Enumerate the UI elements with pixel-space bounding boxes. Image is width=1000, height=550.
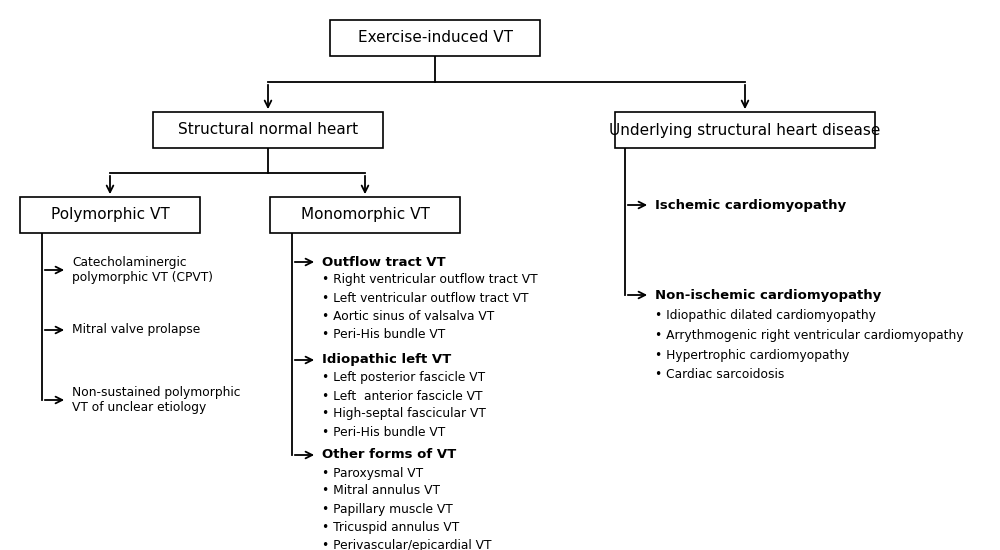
Text: Other forms of VT: Other forms of VT — [322, 448, 456, 461]
Text: Polymorphic VT: Polymorphic VT — [51, 207, 169, 223]
Text: • Left  anterior fascicle VT: • Left anterior fascicle VT — [322, 389, 482, 403]
Text: Mitral valve prolapse: Mitral valve prolapse — [72, 323, 200, 337]
Text: • Right ventricular outflow tract VT: • Right ventricular outflow tract VT — [322, 273, 538, 287]
Text: • Mitral annulus VT: • Mitral annulus VT — [322, 485, 440, 498]
Text: • Peri-His bundle VT: • Peri-His bundle VT — [322, 327, 445, 340]
Text: Exercise-induced VT: Exercise-induced VT — [358, 30, 512, 46]
FancyBboxPatch shape — [20, 197, 200, 233]
Text: • High-septal fascicular VT: • High-septal fascicular VT — [322, 408, 486, 421]
Text: • Tricuspid annulus VT: • Tricuspid annulus VT — [322, 520, 459, 534]
Text: • Idiopathic dilated cardiomyopathy: • Idiopathic dilated cardiomyopathy — [655, 309, 876, 322]
Text: • Hypertrophic cardiomyopathy: • Hypertrophic cardiomyopathy — [655, 349, 849, 361]
FancyBboxPatch shape — [153, 112, 383, 148]
Text: • Left posterior fascicle VT: • Left posterior fascicle VT — [322, 371, 485, 384]
Text: • Peri-His bundle VT: • Peri-His bundle VT — [322, 426, 445, 438]
Text: Non-ischemic cardiomyopathy: Non-ischemic cardiomyopathy — [655, 289, 881, 301]
FancyBboxPatch shape — [330, 20, 540, 56]
Text: Non-sustained polymorphic
VT of unclear etiology: Non-sustained polymorphic VT of unclear … — [72, 386, 240, 414]
Text: Structural normal heart: Structural normal heart — [178, 123, 358, 138]
Text: • Paroxysmal VT: • Paroxysmal VT — [322, 466, 423, 480]
Text: • Cardiac sarcoidosis: • Cardiac sarcoidosis — [655, 368, 784, 382]
Text: Catecholaminergic
polymorphic VT (CPVT): Catecholaminergic polymorphic VT (CPVT) — [72, 256, 213, 284]
Text: • Arrythmogenic right ventricular cardiomyopathy: • Arrythmogenic right ventricular cardio… — [655, 328, 964, 342]
Text: • Papillary muscle VT: • Papillary muscle VT — [322, 503, 453, 515]
Text: Underlying structural heart disease: Underlying structural heart disease — [609, 123, 881, 138]
Text: Monomorphic VT: Monomorphic VT — [301, 207, 429, 223]
Text: • Aortic sinus of valsalva VT: • Aortic sinus of valsalva VT — [322, 310, 494, 322]
Text: • Left ventricular outflow tract VT: • Left ventricular outflow tract VT — [322, 292, 528, 305]
Text: • Perivascular/epicardial VT: • Perivascular/epicardial VT — [322, 538, 492, 550]
Text: Outflow tract VT: Outflow tract VT — [322, 256, 446, 268]
FancyBboxPatch shape — [615, 112, 875, 148]
Text: Idiopathic left VT: Idiopathic left VT — [322, 354, 451, 366]
FancyBboxPatch shape — [270, 197, 460, 233]
Text: Ischemic cardiomyopathy: Ischemic cardiomyopathy — [655, 199, 846, 212]
